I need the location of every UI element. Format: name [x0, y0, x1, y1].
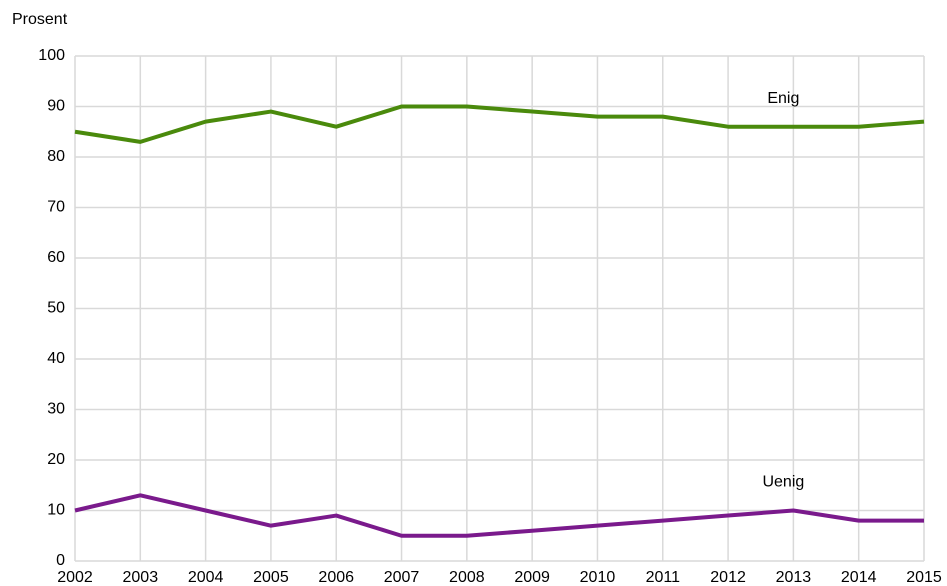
x-tick-label: 2015	[906, 569, 942, 586]
x-tick-label: 2005	[253, 569, 289, 586]
series-line	[74, 104, 925, 144]
y-tick-label: 10	[47, 502, 65, 519]
series-label: Enig	[767, 90, 799, 107]
y-axis-label: Prosent	[12, 11, 68, 28]
x-tick-label: 2002	[57, 569, 93, 586]
y-tick-label: 50	[47, 300, 65, 317]
x-tick-label: 2008	[449, 569, 485, 586]
x-tick-label: 2013	[776, 569, 812, 586]
x-tick-label: 2006	[318, 569, 354, 586]
x-tick-label: 2003	[123, 569, 159, 586]
series-label: Uenig	[762, 474, 804, 491]
series-line	[74, 493, 924, 538]
x-tick-label: 2007	[384, 569, 420, 586]
y-tick-label: 40	[47, 350, 65, 367]
y-tick-label: 60	[47, 249, 65, 266]
x-tick-label: 2011	[646, 569, 681, 586]
x-tick-label: 2009	[514, 569, 550, 586]
y-tick-label: 70	[47, 199, 65, 216]
y-tick-label: 20	[47, 451, 65, 468]
x-tick-label: 2004	[188, 569, 224, 586]
x-tick-label: 2014	[841, 569, 877, 586]
x-tick-label: 2012	[710, 569, 746, 586]
y-tick-label: 80	[47, 148, 65, 165]
y-tick-label: 90	[47, 98, 65, 115]
y-tick-label: 100	[38, 47, 65, 64]
y-tick-label: 30	[47, 401, 65, 418]
y-tick-label: 0	[56, 552, 65, 569]
x-tick-label: 2010	[580, 569, 616, 586]
